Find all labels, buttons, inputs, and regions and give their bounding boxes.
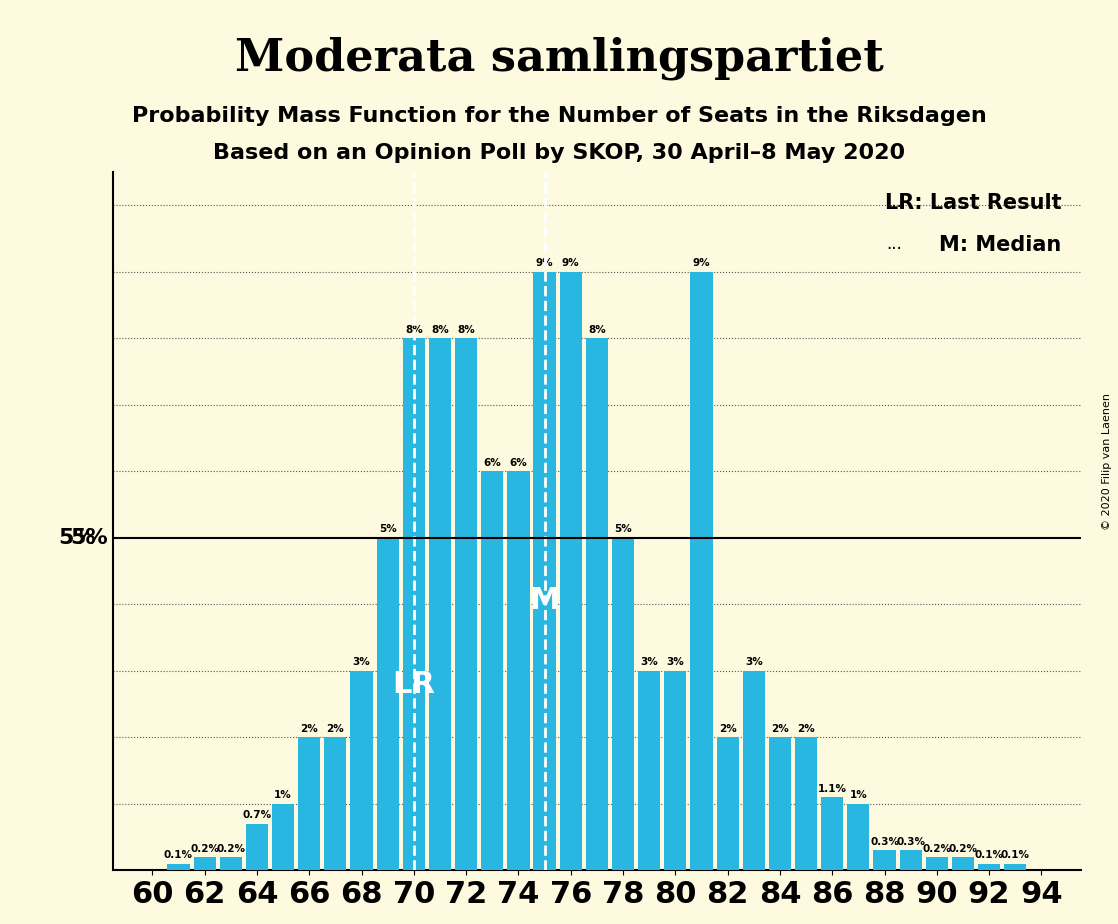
Bar <box>847 804 870 870</box>
Text: 2%: 2% <box>771 724 789 734</box>
Text: M: M <box>530 587 560 615</box>
Bar <box>168 864 190 870</box>
Bar <box>926 857 948 870</box>
Bar <box>951 857 974 870</box>
Text: 0.3%: 0.3% <box>870 837 899 847</box>
Bar <box>219 857 241 870</box>
Bar <box>742 671 765 870</box>
Text: 3%: 3% <box>666 658 684 667</box>
Bar <box>586 338 608 870</box>
Text: 0.2%: 0.2% <box>216 844 245 854</box>
Bar <box>900 850 921 870</box>
Text: 0.1%: 0.1% <box>1001 850 1030 860</box>
Bar <box>664 671 686 870</box>
Bar <box>481 471 503 870</box>
Text: 3%: 3% <box>641 658 659 667</box>
Text: 3%: 3% <box>352 658 370 667</box>
Text: 2%: 2% <box>797 724 815 734</box>
Bar <box>350 671 372 870</box>
Bar <box>193 857 216 870</box>
Text: ...: ... <box>885 193 901 211</box>
Text: 8%: 8% <box>457 325 475 335</box>
Bar <box>690 272 712 870</box>
Text: 0.1%: 0.1% <box>975 850 1004 860</box>
Bar <box>873 850 896 870</box>
Text: 2%: 2% <box>326 724 344 734</box>
Text: 0.7%: 0.7% <box>243 810 272 821</box>
Bar <box>717 737 739 870</box>
Text: LR: Last Result: LR: Last Result <box>884 193 1061 213</box>
Text: 0.2%: 0.2% <box>948 844 977 854</box>
Text: 1.1%: 1.1% <box>817 784 846 794</box>
Bar <box>769 737 792 870</box>
Text: 2%: 2% <box>301 724 319 734</box>
Text: ...: ... <box>885 235 901 253</box>
Bar <box>1004 864 1026 870</box>
Text: 0.1%: 0.1% <box>164 850 193 860</box>
Bar <box>246 823 268 870</box>
Text: 5%: 5% <box>614 525 632 534</box>
Text: 9%: 9% <box>562 259 579 269</box>
Bar <box>612 538 634 870</box>
Text: 5%: 5% <box>58 528 96 548</box>
Text: 0.3%: 0.3% <box>897 837 926 847</box>
Text: © 2020 Filip van Laenen: © 2020 Filip van Laenen <box>1102 394 1112 530</box>
Text: 0.2%: 0.2% <box>922 844 951 854</box>
Text: 6%: 6% <box>510 458 528 468</box>
Text: 6%: 6% <box>483 458 501 468</box>
Text: 2%: 2% <box>719 724 737 734</box>
Bar <box>978 864 1001 870</box>
Text: Based on an Opinion Poll by SKOP, 30 April–8 May 2020: Based on an Opinion Poll by SKOP, 30 Apr… <box>212 143 906 164</box>
Text: 8%: 8% <box>588 325 606 335</box>
Text: M: Median: M: Median <box>939 235 1061 255</box>
Text: 8%: 8% <box>432 325 448 335</box>
Text: 3%: 3% <box>745 658 762 667</box>
Bar <box>299 737 321 870</box>
Bar <box>324 737 347 870</box>
Bar <box>795 737 817 870</box>
Bar <box>508 471 530 870</box>
Bar <box>560 272 581 870</box>
Bar <box>377 538 399 870</box>
Text: 1%: 1% <box>274 790 292 800</box>
Text: 8%: 8% <box>405 325 423 335</box>
Text: 0.2%: 0.2% <box>190 844 219 854</box>
Text: LR: LR <box>392 670 435 699</box>
Bar <box>638 671 661 870</box>
Bar <box>821 797 843 870</box>
Bar <box>455 338 477 870</box>
Text: 9%: 9% <box>693 259 710 269</box>
Text: 5%: 5% <box>379 525 397 534</box>
Bar <box>533 272 556 870</box>
Text: Moderata samlingspartiet: Moderata samlingspartiet <box>235 37 883 80</box>
Bar <box>429 338 451 870</box>
Text: 5%: 5% <box>70 528 107 548</box>
Text: 1%: 1% <box>850 790 868 800</box>
Bar <box>272 804 294 870</box>
Bar <box>402 338 425 870</box>
Text: 9%: 9% <box>536 259 553 269</box>
Text: Probability Mass Function for the Number of Seats in the Riksdagen: Probability Mass Function for the Number… <box>132 106 986 127</box>
